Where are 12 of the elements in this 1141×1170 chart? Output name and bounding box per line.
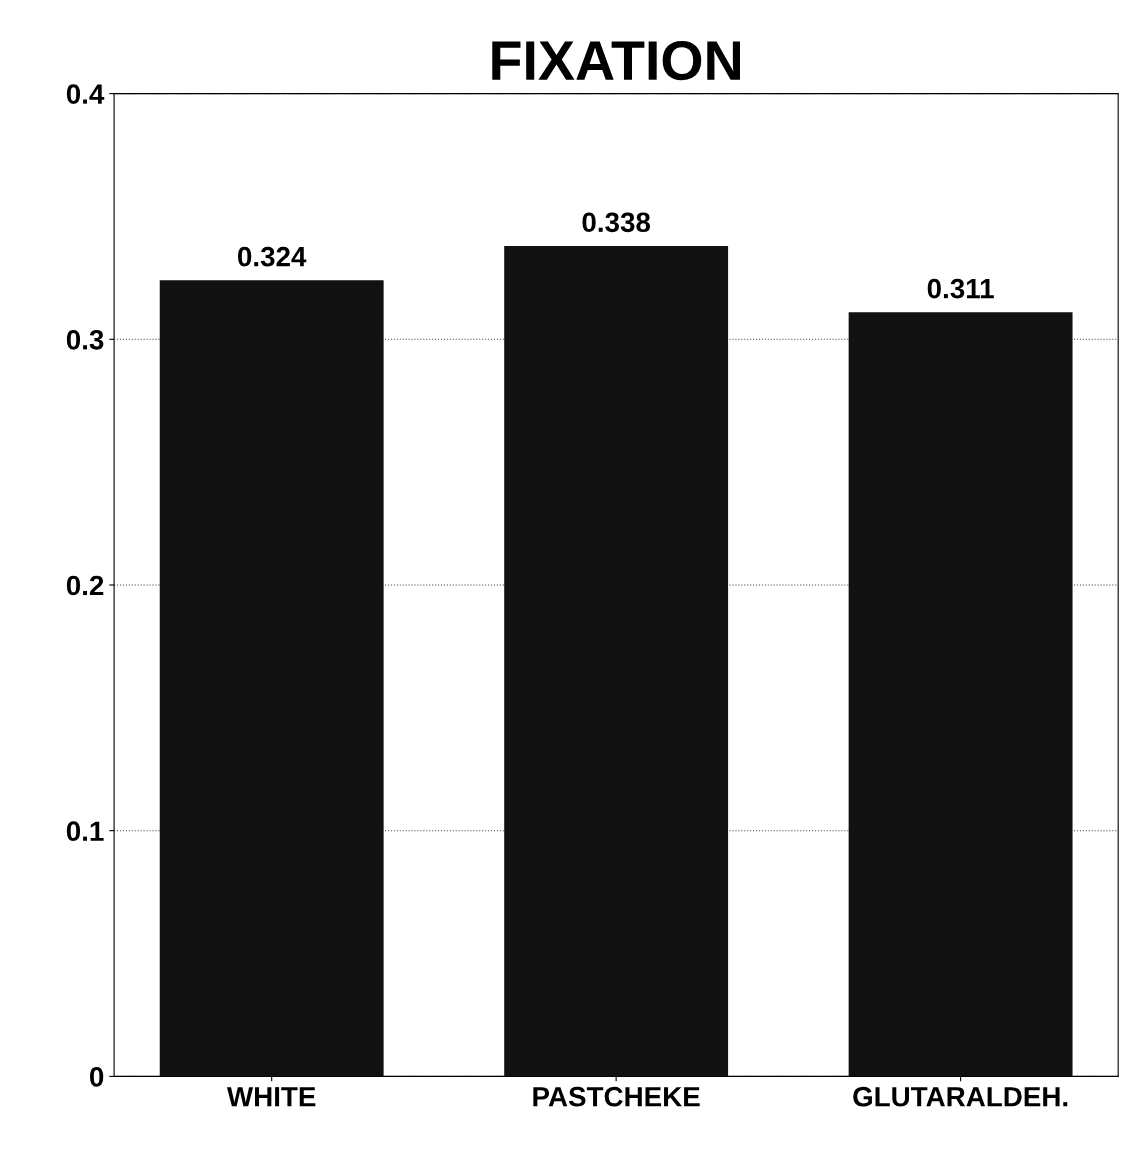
data-label: 0.311 <box>927 278 994 299</box>
y-tick-label: 0.1 <box>66 821 104 842</box>
y-tick-label: 0.4 <box>66 84 105 104</box>
x-tick-label: WHITE <box>226 1087 316 1107</box>
y-tick-label: 0 <box>90 1067 104 1087</box>
y-tick-label: 0.2 <box>66 575 104 596</box>
x-tick-label: PASTCHEKE <box>533 1086 700 1107</box>
data-label: 0.338 <box>582 212 651 233</box>
chart-title: FIXATION <box>492 40 740 81</box>
y-tick-label: 0.3 <box>66 329 104 350</box>
x-tick-label: GLUTARALDEH. <box>853 1086 1068 1107</box>
data-label: 0.324 <box>238 246 307 267</box>
